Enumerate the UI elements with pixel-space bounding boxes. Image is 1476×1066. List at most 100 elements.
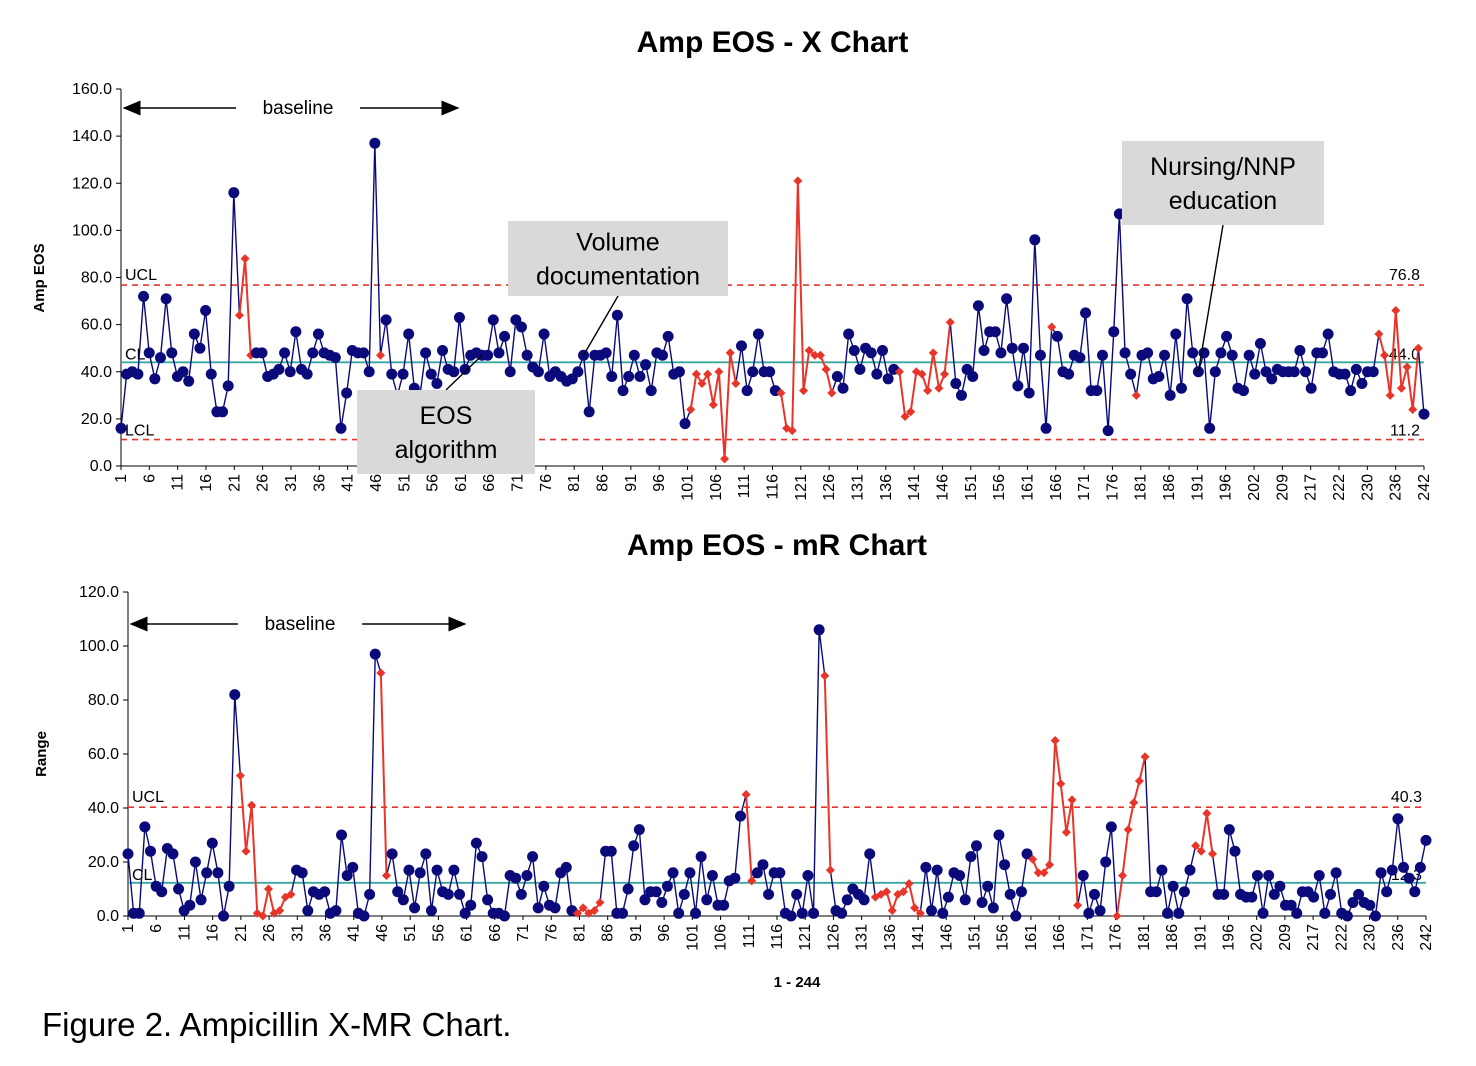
- series-segment: [204, 310, 212, 375]
- data-point: [459, 363, 471, 375]
- chart-title: Amp EOS - mR Chart: [627, 529, 927, 562]
- data-point: [657, 349, 669, 361]
- series-segment: [238, 258, 247, 316]
- data-point: [189, 856, 201, 868]
- series-segment: [1135, 355, 1143, 396]
- series-segment: [1262, 875, 1270, 914]
- x-tick-label: 46: [368, 474, 385, 492]
- data-point: [183, 375, 195, 387]
- data-point: [138, 290, 150, 302]
- data-point: [1184, 864, 1196, 876]
- x-tick-label: 196: [1218, 474, 1235, 501]
- signal-point: [1028, 854, 1038, 864]
- data-point: [572, 366, 584, 378]
- data-point: [1162, 907, 1174, 919]
- x-tick-label: 217: [1305, 924, 1322, 951]
- signal-point: [247, 800, 257, 810]
- annotation-text: Volume: [576, 229, 659, 257]
- signal-point: [703, 369, 713, 379]
- data-point: [645, 385, 657, 397]
- ucl-label: UCL: [132, 789, 164, 806]
- data-point: [1173, 907, 1185, 919]
- data-point: [487, 314, 499, 326]
- lcl-label: LCL: [125, 423, 154, 440]
- series-segment: [267, 888, 276, 914]
- x-tick-label: 136: [882, 924, 899, 951]
- data-point: [1023, 387, 1035, 399]
- signal-point: [1073, 900, 1083, 910]
- series-segment: [1169, 333, 1177, 396]
- x-tick-label: 61: [459, 924, 476, 942]
- series-segment: [908, 883, 916, 909]
- data-point: [363, 366, 375, 378]
- data-point: [476, 851, 488, 863]
- data-point: [538, 328, 550, 340]
- series-segment: [582, 355, 590, 412]
- data-point: [403, 864, 415, 876]
- series-segment: [1163, 355, 1171, 396]
- data-point: [132, 368, 144, 380]
- data-point: [273, 363, 285, 375]
- series-segment: [408, 869, 416, 909]
- data-point: [200, 304, 212, 316]
- data-point: [1021, 848, 1033, 860]
- series-segment: [823, 675, 832, 871]
- data-point: [640, 359, 652, 371]
- data-point: [1341, 910, 1353, 922]
- series-segment: [142, 296, 150, 353]
- signal-point: [1380, 350, 1390, 360]
- data-point: [836, 907, 848, 919]
- data-point: [965, 851, 977, 863]
- series-segment: [217, 872, 225, 917]
- signal-point: [376, 668, 386, 678]
- y-tick-label: 120.0: [79, 584, 119, 601]
- signal-point: [1050, 736, 1060, 745]
- data-point: [1364, 899, 1376, 911]
- series-segment: [137, 296, 145, 375]
- data-point: [1322, 328, 1334, 340]
- series-segment: [757, 333, 765, 372]
- data-point: [1237, 385, 1249, 397]
- data-point: [442, 888, 454, 900]
- signal-point: [1039, 868, 1049, 878]
- x-tick-label: 161: [1023, 924, 1040, 951]
- data-point: [156, 886, 168, 898]
- x-tick-label: 141: [906, 474, 923, 501]
- signal-point: [799, 386, 809, 396]
- data-point: [959, 894, 971, 906]
- signal-point: [900, 412, 910, 422]
- x-tick-label: 46: [374, 924, 391, 942]
- annotation-text: EOS: [420, 402, 473, 430]
- data-point: [1386, 864, 1398, 876]
- data-point: [583, 406, 595, 418]
- data-point: [1319, 907, 1331, 919]
- x-tick-label: 41: [340, 474, 357, 492]
- signal-point: [945, 317, 955, 327]
- data-point: [115, 422, 127, 434]
- series-segment: [227, 192, 235, 386]
- data-point: [616, 907, 628, 919]
- x-axis-label: 1 - 244: [774, 974, 821, 991]
- data-point: [678, 888, 690, 900]
- signal-point: [1112, 911, 1122, 921]
- signal-point: [1202, 808, 1212, 818]
- data-point: [1251, 870, 1263, 881]
- series-segment: [1211, 853, 1219, 895]
- signal-point: [686, 404, 696, 414]
- data-point: [967, 370, 979, 382]
- signal-point: [915, 908, 925, 918]
- x-tick-label: 236: [1390, 924, 1407, 951]
- data-point: [347, 861, 359, 873]
- data-point: [1291, 907, 1303, 919]
- series-segment: [161, 848, 169, 892]
- data-point: [752, 328, 764, 340]
- data-point: [808, 907, 820, 919]
- data-point: [173, 883, 185, 895]
- signal-point: [887, 906, 897, 916]
- signal-point: [1140, 752, 1150, 762]
- data-point: [970, 840, 982, 852]
- data-point: [757, 859, 769, 871]
- data-point: [222, 380, 234, 392]
- data-point: [482, 349, 494, 361]
- data-point: [701, 894, 713, 906]
